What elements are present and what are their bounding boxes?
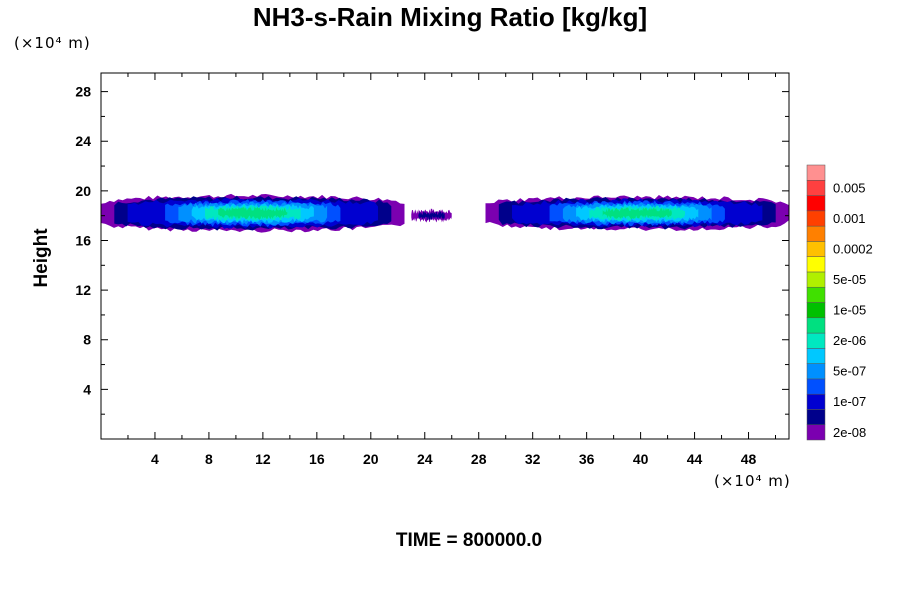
colorbar-label: 2e-06 [833,333,866,348]
x-tick-label: 36 [579,451,595,467]
colorbar-swatch [806,180,826,196]
y-tick-label: 20 [75,183,91,199]
cloud-contour [218,206,288,220]
x-tick-label: 48 [741,451,757,467]
colorbar: 2e-08 1e-07 5e-07 2e-06 1e-05 5e-05 0.0002 0.00… [806,164,873,441]
colorbar-label: 1e-07 [833,394,866,409]
colorbar-swatch [806,332,826,349]
x-tick-label: 24 [417,451,433,467]
colorbar-swatch [806,286,826,303]
colorbar-swatch [806,225,826,242]
colorbar-swatch [806,271,826,288]
colorbar-swatch [806,363,826,380]
plot-frame [100,72,790,440]
colorbar-label: 1e-05 [833,303,866,318]
colorbar-label: 5e-05 [833,272,866,287]
colorbar-label: 5e-07 [833,364,866,379]
colorbar-swatch [806,164,826,181]
colorbar-swatch [806,195,826,212]
colorbar-swatch [806,378,826,395]
axis-ticks [101,73,789,439]
colorbar-label: 0.0002 [833,241,873,256]
x-tick-label: 20 [363,451,379,467]
x-tick-label: 28 [471,451,487,467]
colorbar-swatch [806,317,826,334]
y-tick-label: 16 [75,232,91,248]
y-tick-label: 28 [75,84,91,100]
x-tick-label: 12 [255,451,271,467]
colorbar-label: 2e-08 [833,425,866,440]
x-tick-label: 32 [525,451,541,467]
colorbar-swatch [806,393,826,410]
colorbar-swatch [806,348,826,364]
y-tick-label: 8 [83,332,91,348]
y-unit-label: (×10⁴ m) [14,34,91,52]
x-unit-label: (×10⁴ m) [714,472,791,490]
cloud-contour [418,210,445,221]
colorbar-swatch [806,424,826,441]
x-tick-label: 8 [205,451,213,467]
y-tick-label: 12 [75,282,91,298]
colorbar-label: 0.001 [833,211,866,226]
y-tick-label: 24 [75,133,91,149]
cloud-contour [602,207,672,220]
colorbar-swatch [806,256,826,273]
colorbar-swatch [806,241,826,257]
y-tick-label: 4 [83,381,91,397]
time-label: TIME = 800000.0 [395,530,543,551]
colorbar-swatch [806,302,826,319]
x-tick-label: 16 [309,451,325,467]
colorbar-swatch [806,210,826,227]
x-tick-label: 44 [687,451,703,467]
colorbar-label: 0.005 [833,180,866,195]
plot-fields [101,193,789,233]
x-tick-label: 40 [633,451,649,467]
colorbar-swatch [806,409,826,425]
x-tick-label: 4 [151,451,159,467]
chart-title: NH3-s-Rain Mixing Ratio [kg/kg] [252,2,648,32]
